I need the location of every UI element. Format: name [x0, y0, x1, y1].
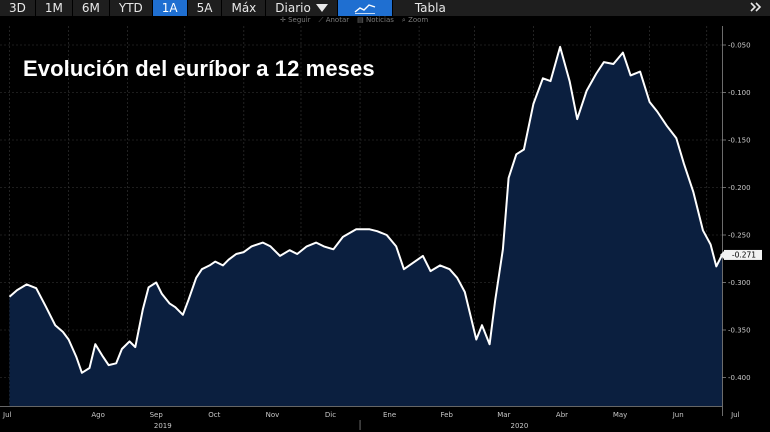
y-tick-label: -0.400	[728, 374, 751, 382]
x-tick-label: Jun	[672, 411, 684, 419]
range-5a-button[interactable]: 5A	[196, 1, 213, 15]
frequency-label: Diario	[275, 1, 311, 15]
news-button[interactable]: ▤ Noticias	[357, 16, 394, 24]
y-tick-label: -0.050	[728, 42, 751, 50]
x-tick-label: Ene	[383, 411, 396, 419]
toolbar-divider	[108, 0, 110, 16]
x-tick-label: May	[613, 411, 627, 419]
toolbar-divider	[391, 0, 393, 16]
year-label: 2019	[154, 422, 172, 430]
toolbar-divider	[336, 0, 338, 16]
x-tick-label: Nov	[266, 411, 280, 419]
euribor-area	[9, 46, 722, 407]
y-tick-label: -0.250	[728, 232, 751, 240]
double-chevron-right-icon	[750, 2, 762, 12]
x-tick-label: Abr	[556, 411, 568, 419]
year-label: 2020	[510, 422, 528, 430]
line-chart-icon	[354, 4, 376, 14]
chevron-down-icon	[315, 4, 328, 12]
x-tick-label: Dic	[325, 411, 336, 419]
y-tick-label: -0.200	[728, 184, 751, 192]
toolbar-divider	[265, 0, 267, 16]
x-tick-label: Jul	[2, 411, 12, 419]
x-tick-label: Feb	[441, 411, 454, 419]
x-tick-label: Oct	[208, 411, 220, 419]
last-value-pointer	[720, 249, 725, 260]
last-value-label: -0.271	[732, 250, 756, 259]
range-3d-button[interactable]: 3D	[9, 1, 26, 15]
range-ytd-button[interactable]: YTD	[118, 1, 143, 15]
toolbar: 3D 1M 6M YTD 1A 5A Máx Diario Tabla	[0, 0, 770, 16]
chart-subtoolbar: ✛ Seguir ⟋ Anotar ▤ Noticias ⌕ Zoom	[280, 16, 428, 25]
x-tick-label: Mar	[497, 411, 510, 419]
y-tick-label: -0.100	[728, 89, 751, 97]
range-max-button[interactable]: Máx	[231, 1, 257, 15]
table-view-button[interactable]: Tabla	[414, 1, 446, 15]
y-tick-label: -0.150	[728, 137, 751, 145]
y-tick-label: -0.350	[728, 327, 751, 335]
annotate-label: Anotar	[325, 16, 350, 24]
toolbar-divider	[151, 0, 153, 16]
range-1m-button[interactable]: 1M	[44, 1, 63, 15]
news-label: Noticias	[365, 16, 394, 24]
range-1a-button[interactable]: 1A	[152, 0, 187, 16]
toolbar-divider	[186, 0, 188, 16]
toolbar-divider	[34, 0, 36, 16]
y-axis: -0.050 -0.100 -0.150 -0.200 -0.250 -0.300 -0.3…	[722, 26, 751, 416]
chart-title: Evolución del euríbor a 12 meses	[23, 56, 375, 81]
last-value-marker: -0.271	[720, 249, 762, 260]
x-tick-label: Sep	[150, 411, 164, 419]
zoom-button[interactable]: ⌕ Zoom	[401, 16, 429, 24]
last-value-tag	[724, 249, 762, 260]
frequency-dropdown[interactable]: Diario	[266, 0, 337, 16]
toolbar-divider	[221, 0, 223, 16]
follow-button[interactable]: ✛ Seguir	[280, 16, 311, 24]
follow-label: Seguir	[288, 16, 311, 24]
x-axis: Jul Ago Sep Oct Nov Dic Ene Feb Mar Abr May Jun Jul 2…	[0, 406, 740, 430]
zoom-label: Zoom	[408, 16, 429, 24]
annotate-button[interactable]: ⟋ Anotar	[318, 16, 350, 24]
y-tick-label: -0.300	[728, 279, 751, 287]
euribor-line	[8, 45, 723, 374]
range-6m-button[interactable]: 6M	[81, 1, 100, 15]
toolbar-divider	[71, 0, 73, 16]
x-tick-label: Jul	[730, 411, 740, 419]
x-tick-label: Ago	[91, 411, 105, 419]
more-options-button[interactable]	[742, 0, 770, 16]
line-chart-button[interactable]	[337, 0, 392, 16]
